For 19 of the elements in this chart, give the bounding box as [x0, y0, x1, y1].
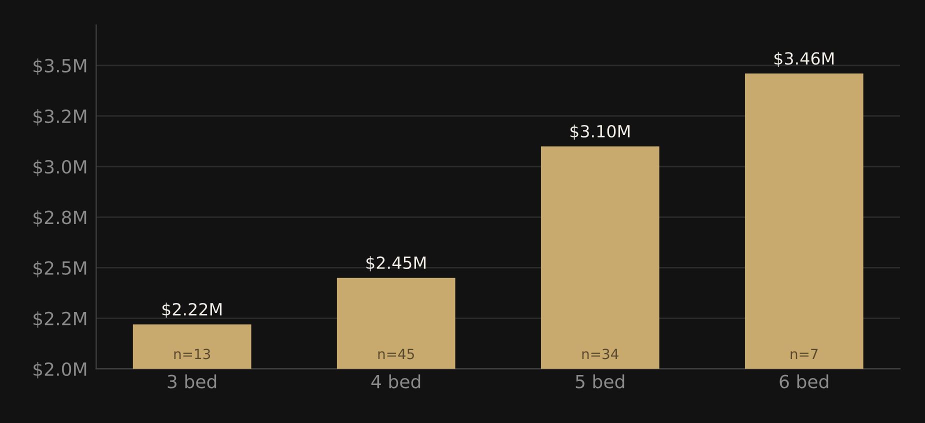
data-label: $2.45M	[366, 256, 426, 272]
annotation: n=45	[378, 348, 414, 360]
y-tick-label: $3.2M	[34, 109, 86, 126]
y-tick-label: $3.0M	[34, 160, 86, 176]
annotation: n=34	[582, 348, 618, 360]
y-tick-label: $2.0M	[34, 362, 86, 378]
x-tick-label: 4 bed	[371, 374, 420, 388]
y-tick-label: $2.2M	[34, 311, 86, 328]
y-tick-label: $2.8M	[34, 210, 86, 227]
x-tick-label: 6 bed	[780, 374, 828, 388]
data-label: $3.10M	[570, 124, 630, 140]
y-tick-label: $3.5M	[34, 58, 86, 75]
y-tick-label: $2.5M	[34, 260, 86, 278]
annotation: n=7	[790, 348, 818, 360]
x-tick-label: 3 bed	[168, 374, 216, 388]
annotation: n=13	[174, 348, 210, 360]
data-label: $3.46M	[774, 52, 834, 67]
x-tick-label: 5 bed	[576, 374, 624, 388]
data-label: $2.22M	[162, 302, 222, 318]
